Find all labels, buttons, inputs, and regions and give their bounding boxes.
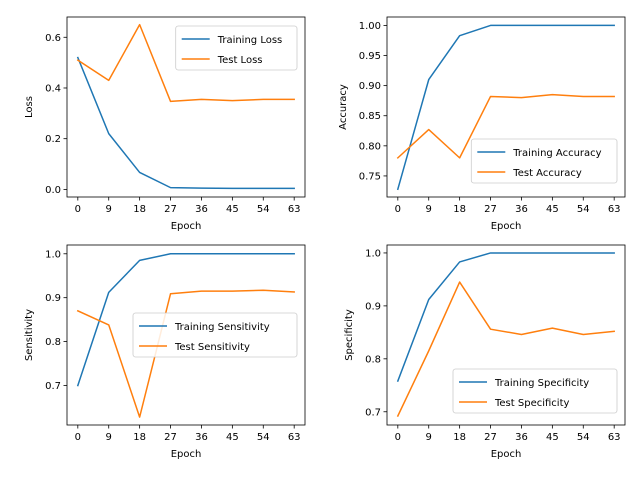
legend-label: Training Specificity — [494, 378, 589, 389]
y-tick-label: 0.9 — [45, 293, 61, 304]
x-tick-label: 45 — [546, 432, 559, 443]
x-tick-label: 36 — [515, 204, 528, 215]
y-tick-label: 0.7 — [365, 407, 381, 418]
x-tick-label: 45 — [546, 204, 559, 215]
x-tick-label: 27 — [484, 204, 497, 215]
x-tick-label: 36 — [195, 432, 208, 443]
y-tick-label: 1.0 — [365, 248, 381, 259]
legend-label: Test Loss — [217, 55, 263, 66]
x-axis-label: Epoch — [491, 449, 522, 460]
x-tick-label: 27 — [164, 432, 177, 443]
x-tick-label: 0 — [395, 432, 401, 443]
legend-label: Training Sensitivity — [174, 322, 270, 333]
x-axis-label: Epoch — [171, 221, 202, 232]
x-tick-label: 54 — [577, 432, 590, 443]
x-tick-label: 36 — [515, 432, 528, 443]
y-tick-label: 0.8 — [45, 337, 61, 348]
x-tick-label: 18 — [453, 432, 466, 443]
x-tick-label: 63 — [608, 432, 621, 443]
y-tick-label: 0.0 — [45, 185, 61, 196]
subplot-accuracy: 0 9 18 27 36 45 54 63 0.75 0.80 0.85 0.90 0.95 1.00 Ep… — [338, 16, 626, 232]
legend: Training Accuracy Test Accuracy — [470, 138, 618, 184]
y-tick-label: 0.80 — [359, 141, 381, 152]
y-tick-label: 0.85 — [359, 111, 381, 122]
y-axis-label: Specificity — [344, 309, 355, 361]
x-axis-label: Epoch — [171, 449, 202, 460]
y-tick-label: 0.75 — [359, 171, 381, 182]
x-tick-label: 63 — [288, 432, 301, 443]
subplot-specificity: 0 9 18 27 36 45 54 63 0.7 0.8 0.9 1.0 Epoch Specifici… — [344, 244, 626, 460]
axes-frame — [386, 244, 626, 426]
subplot-loss: 0 9 18 27 36 45 54 63 0.0 0.2 0.4 0.6 Epoch Loss Train… — [24, 16, 306, 232]
x-tick-label: 18 — [453, 204, 466, 215]
y-tick-label: 0.9 — [365, 301, 381, 312]
x-tick-label: 9 — [106, 204, 112, 215]
legend: Training Sensitivity Test Sensitivity — [132, 312, 298, 358]
axes-frame — [386, 16, 626, 198]
y-tick-label: 0.95 — [359, 51, 381, 62]
x-tick-label: 0 — [75, 432, 81, 443]
y-tick-label: 0.7 — [45, 381, 61, 392]
series-line-training — [76, 56, 295, 190]
x-tick-label: 45 — [226, 204, 239, 215]
legend-label: Test Sensitivity — [174, 342, 250, 353]
y-tick-label: 0.6 — [45, 33, 61, 44]
legend-box — [132, 312, 298, 358]
x-tick-label: 54 — [257, 432, 270, 443]
x-tick-label: 45 — [226, 432, 239, 443]
x-tick-label: 9 — [426, 204, 432, 215]
series-line-test — [396, 93, 615, 159]
x-tick-label: 36 — [195, 204, 208, 215]
x-tick-label: 54 — [577, 204, 590, 215]
x-tick-label: 18 — [133, 204, 146, 215]
x-axis-label: Epoch — [491, 221, 522, 232]
y-tick-label: 1.0 — [45, 249, 61, 260]
series-line-training — [396, 252, 615, 383]
x-tick-label: 9 — [426, 432, 432, 443]
y-tick-label: 1.00 — [359, 21, 381, 32]
legend-label: Training Accuracy — [512, 148, 601, 159]
y-tick-label: 0.4 — [45, 83, 61, 94]
legend: Training Specificity Test Specificity — [452, 368, 618, 414]
legend: Training Loss Test Loss — [175, 25, 298, 71]
legend-label: Training Loss — [217, 35, 283, 46]
x-tick-label: 0 — [395, 204, 401, 215]
x-tick-label: 27 — [164, 204, 177, 215]
y-axis-label: Accuracy — [338, 84, 349, 130]
series-line-test — [396, 281, 616, 417]
x-tick-label: 0 — [75, 204, 81, 215]
legend-label: Test Specificity — [494, 398, 569, 409]
x-tick-label: 63 — [288, 204, 301, 215]
series-line-test — [76, 289, 295, 418]
series-line-training — [76, 253, 295, 387]
y-tick-label: 0.2 — [45, 134, 61, 145]
legend-box — [452, 368, 618, 414]
y-tick-label: 0.90 — [359, 81, 381, 92]
series-line-training — [396, 24, 615, 191]
x-tick-label: 18 — [133, 432, 146, 443]
x-tick-label: 54 — [257, 204, 270, 215]
x-tick-label: 27 — [484, 432, 497, 443]
y-tick-label: 0.8 — [365, 354, 381, 365]
legend-label: Test Accuracy — [512, 168, 582, 179]
y-axis-label: Loss — [24, 96, 35, 118]
axes-frame — [66, 16, 306, 198]
series-line-test — [76, 23, 295, 103]
subplot-sensitivity: 0 9 18 27 36 45 54 63 0.7 0.8 0.9 1.0 Epoch Sensitivi… — [24, 244, 306, 460]
x-tick-label: 63 — [608, 204, 621, 215]
x-tick-label: 9 — [106, 432, 112, 443]
y-axis-label: Sensitivity — [24, 309, 35, 361]
axes-frame — [66, 244, 306, 426]
legend-box — [470, 138, 618, 184]
